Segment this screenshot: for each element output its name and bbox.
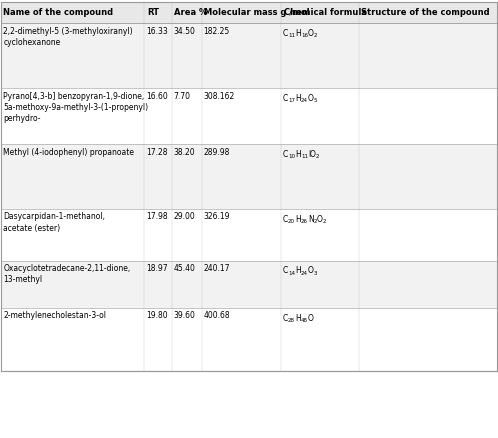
Text: I: I <box>308 150 310 159</box>
Bar <box>1 144 497 209</box>
Text: Molecular mass g /mol: Molecular mass g /mol <box>204 8 310 17</box>
Text: C: C <box>283 150 288 159</box>
Bar <box>1 88 497 144</box>
Text: 38.20: 38.20 <box>173 148 195 157</box>
Bar <box>1 2 497 23</box>
Text: RT: RT <box>147 8 159 17</box>
Text: 14: 14 <box>288 271 295 276</box>
Text: 34.50: 34.50 <box>173 27 195 36</box>
Text: 10: 10 <box>288 154 295 159</box>
Text: H: H <box>295 150 301 159</box>
Text: 18.97: 18.97 <box>146 264 167 273</box>
Text: O: O <box>317 215 323 224</box>
Text: 182.25: 182.25 <box>203 27 230 36</box>
Text: 24: 24 <box>301 98 308 103</box>
Text: 11: 11 <box>288 33 295 38</box>
Text: 11: 11 <box>301 154 308 159</box>
Text: Structure of the compound: Structure of the compound <box>361 8 490 17</box>
Text: 24: 24 <box>301 271 308 276</box>
Text: 45.40: 45.40 <box>173 264 195 273</box>
Text: 2,2-dimethyl-5 (3-methyloxiranyl)
cyclohexanone: 2,2-dimethyl-5 (3-methyloxiranyl) cycloh… <box>3 27 133 47</box>
Text: 5: 5 <box>314 98 317 103</box>
Text: 289.98: 289.98 <box>203 148 230 157</box>
Text: 2: 2 <box>314 33 317 38</box>
Text: O: O <box>310 150 316 159</box>
Text: 240.17: 240.17 <box>203 264 230 273</box>
Text: 400.68: 400.68 <box>203 311 230 321</box>
Bar <box>1 308 497 371</box>
Text: 17.98: 17.98 <box>146 212 167 222</box>
Text: 7.70: 7.70 <box>173 92 190 101</box>
Text: 26: 26 <box>301 219 308 224</box>
Text: 39.60: 39.60 <box>173 311 195 321</box>
Text: H: H <box>295 266 301 276</box>
Text: H: H <box>295 215 301 224</box>
Text: 17: 17 <box>288 98 295 103</box>
Bar <box>1 261 497 308</box>
Text: 20: 20 <box>288 219 295 224</box>
Text: C: C <box>283 29 288 38</box>
Text: H: H <box>295 314 301 323</box>
Bar <box>1 209 497 261</box>
Text: 2: 2 <box>323 219 327 224</box>
Text: N: N <box>308 215 314 224</box>
Text: 2-methylenecholestan-3-ol: 2-methylenecholestan-3-ol <box>3 311 107 321</box>
Text: O: O <box>308 94 314 103</box>
Text: C: C <box>283 94 288 103</box>
Text: O: O <box>308 314 314 323</box>
Text: 17.28: 17.28 <box>146 148 167 157</box>
Text: 3: 3 <box>314 271 317 276</box>
Text: H: H <box>295 94 301 103</box>
Text: 48: 48 <box>301 318 308 323</box>
Text: 16.60: 16.60 <box>146 92 168 101</box>
Text: Pyrano[4,3-b] benzopyran-1,9-dione,
5a-methoxy-9a-methyl-3-(1-propenyl)
perhydro: Pyrano[4,3-b] benzopyran-1,9-dione, 5a-m… <box>3 92 148 123</box>
Text: H: H <box>295 29 301 38</box>
Text: Oxacyclotetradecane-2,11-dione,
13-methyl: Oxacyclotetradecane-2,11-dione, 13-methy… <box>3 264 131 284</box>
Text: 16.33: 16.33 <box>146 27 168 36</box>
Text: 19.80: 19.80 <box>146 311 167 321</box>
Text: 28: 28 <box>288 318 295 323</box>
Text: 308.162: 308.162 <box>203 92 235 101</box>
Text: O: O <box>308 266 314 276</box>
Text: C: C <box>283 215 288 224</box>
Text: Dasycarpidan-1-methanol,
acetate (ester): Dasycarpidan-1-methanol, acetate (ester) <box>3 212 106 233</box>
Text: Chemical formula: Chemical formula <box>284 8 367 17</box>
Bar <box>1 23 497 88</box>
Text: O: O <box>308 29 314 38</box>
Text: Name of the compound: Name of the compound <box>3 8 114 17</box>
Text: Methyl (4-iodophenyl) propanoate: Methyl (4-iodophenyl) propanoate <box>3 148 134 157</box>
Text: Area %: Area % <box>174 8 208 17</box>
Text: 2: 2 <box>314 219 317 224</box>
Text: C: C <box>283 314 288 323</box>
Text: 29.00: 29.00 <box>173 212 195 222</box>
Text: 16: 16 <box>301 33 308 38</box>
Text: C: C <box>283 266 288 276</box>
Text: 326.19: 326.19 <box>203 212 230 222</box>
Text: 2: 2 <box>316 154 320 159</box>
